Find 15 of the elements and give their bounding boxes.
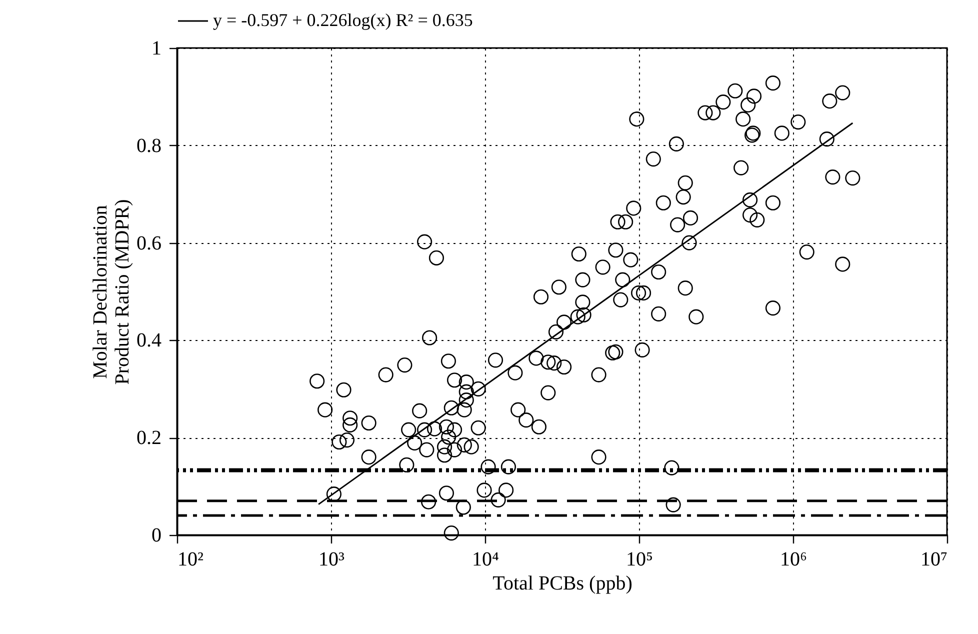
y-tick-label: 0.2 xyxy=(136,427,162,450)
x-tick-label: 10⁴ xyxy=(472,548,500,570)
y-axis-title: Molar Dechlorination Product Ratio (MDPR) xyxy=(90,199,134,385)
legend-label: y = -0.597 + 0.226log(x) R² = 0.635 xyxy=(213,10,473,30)
y-tick-label: 0.4 xyxy=(136,330,162,352)
x-tick-label: 10³ xyxy=(318,548,344,570)
x-axis-title: Total PCBs (ppb) xyxy=(492,572,632,594)
x-tick-label: 10⁷ xyxy=(920,548,948,570)
x-tick-label: 10⁶ xyxy=(780,548,808,570)
x-tick-label: 10² xyxy=(178,548,204,570)
y-tick-label: 0.8 xyxy=(136,134,162,157)
y-tick-label: 1 xyxy=(152,38,162,60)
y-tick-label: 0 xyxy=(152,524,162,546)
x-tick-label: 10⁵ xyxy=(626,548,653,570)
y-tick-label: 0.6 xyxy=(136,232,162,254)
